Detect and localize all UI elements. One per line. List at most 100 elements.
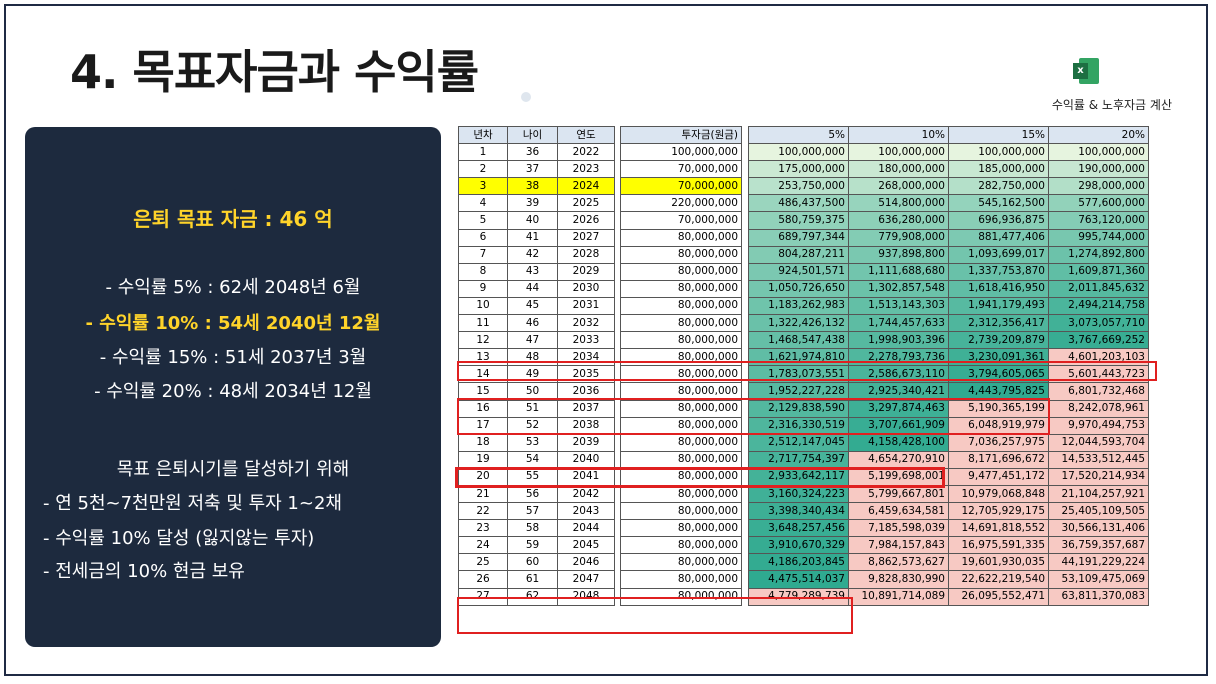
table-cell: 80,000,000 bbox=[620, 245, 742, 264]
table-cell: 2,717,754,397 bbox=[748, 450, 849, 469]
table-cell: 3 bbox=[458, 177, 508, 196]
table-cell: 2040 bbox=[557, 450, 615, 469]
table-cell: 1,050,726,650 bbox=[748, 279, 849, 298]
table-cell: 17 bbox=[458, 416, 508, 435]
table-cell: 10 bbox=[458, 296, 508, 316]
table-cell: 11 bbox=[458, 314, 508, 333]
table-cell: 190,000,000 bbox=[1048, 160, 1149, 179]
table-cell: 22 bbox=[458, 502, 508, 521]
table-cell: 580,759,375 bbox=[748, 211, 849, 230]
table-cell: 47 bbox=[507, 331, 558, 350]
rate-line-5: - 수익률 5% : 62세 2048년 6월 bbox=[105, 277, 361, 298]
plan-item-3: - 전세금의 10% 현금 보유 bbox=[43, 561, 245, 582]
table-cell: 14,533,512,445 bbox=[1048, 450, 1149, 469]
table-cell: 8 bbox=[458, 262, 508, 281]
excel-icon[interactable]: x bbox=[1073, 58, 1099, 84]
table-cell: 12,044,593,704 bbox=[1048, 433, 1149, 452]
table-cell: 3,794,605,065 bbox=[948, 365, 1049, 384]
table-cell: 2030 bbox=[557, 279, 615, 298]
retirement-goal: 은퇴 목표 자금 : 46 억 bbox=[133, 207, 333, 231]
table-cell: 58 bbox=[507, 519, 558, 538]
column-header: 5% bbox=[748, 125, 849, 145]
table-cell: 6,801,732,468 bbox=[1048, 382, 1149, 401]
table-cell: 696,936,875 bbox=[948, 211, 1049, 230]
table-cell: 3,398,340,434 bbox=[748, 502, 849, 521]
table-cell: 2,739,209,879 bbox=[948, 331, 1049, 350]
table-cell: 61 bbox=[507, 570, 558, 589]
table-cell: 100,000,000 bbox=[948, 143, 1049, 162]
table-cell: 70,000,000 bbox=[620, 160, 742, 179]
table-cell: 22,622,219,540 bbox=[948, 570, 1049, 589]
column-header: 연도 bbox=[557, 125, 615, 145]
table-cell: 779,908,000 bbox=[848, 228, 949, 247]
table-cell: 2,586,673,110 bbox=[848, 365, 949, 384]
table-cell: 26,095,552,471 bbox=[948, 587, 1049, 606]
excel-link-label[interactable]: 수익률 & 노후자금 계산 bbox=[1051, 98, 1172, 112]
table-cell: 80,000,000 bbox=[620, 331, 742, 350]
table-cell: 80,000,000 bbox=[620, 399, 742, 418]
table-cell: 8,242,078,961 bbox=[1048, 399, 1149, 418]
table-cell: 2046 bbox=[557, 553, 615, 572]
table-cell: 17,520,214,934 bbox=[1048, 467, 1149, 486]
table-cell: 80,000,000 bbox=[620, 484, 742, 504]
table-cell: 12,705,929,175 bbox=[948, 502, 1049, 521]
table-cell: 41 bbox=[507, 228, 558, 247]
table-cell: 100,000,000 bbox=[848, 143, 949, 162]
column-header: 15% bbox=[948, 125, 1049, 145]
table-cell: 16 bbox=[458, 399, 508, 418]
table-cell: 25 bbox=[458, 553, 508, 572]
table-cell: 2 bbox=[458, 160, 508, 179]
table-cell: 100,000,000 bbox=[1048, 143, 1149, 162]
table-cell: 63,811,370,083 bbox=[1048, 587, 1149, 606]
table-cell: 5,601,443,723 bbox=[1048, 365, 1149, 384]
table-cell: 6,048,919,979 bbox=[948, 416, 1049, 435]
table-cell: 4,186,203,845 bbox=[748, 553, 849, 572]
table-cell: 9,477,451,172 bbox=[948, 467, 1049, 486]
table-cell: 80,000,000 bbox=[620, 519, 742, 538]
table-cell: 10,979,068,848 bbox=[948, 484, 1049, 504]
table-cell: 2,129,838,590 bbox=[748, 399, 849, 418]
table-cell: 2,933,642,117 bbox=[748, 467, 849, 486]
plan-item-2: - 수익률 10% 달성 (잃지않는 투자) bbox=[43, 528, 315, 549]
table-cell: 2044 bbox=[557, 519, 615, 538]
table-cell: 2045 bbox=[557, 536, 615, 555]
table-cell: 180,000,000 bbox=[848, 160, 949, 179]
table-cell: 2024 bbox=[557, 177, 615, 196]
table-cell: 2,925,340,421 bbox=[848, 382, 949, 401]
table-cell: 3,160,324,223 bbox=[748, 484, 849, 504]
table-cell: 1,783,073,551 bbox=[748, 365, 849, 384]
rate-line-20: - 수익률 20% : 48세 2034년 12월 bbox=[94, 381, 372, 402]
table-cell: 5,190,365,199 bbox=[948, 399, 1049, 418]
table-cell: 2037 bbox=[557, 399, 615, 418]
table-cell: 2023 bbox=[557, 160, 615, 179]
column-header: 투자금(원금) bbox=[620, 125, 742, 145]
table-cell: 6,459,634,581 bbox=[848, 502, 949, 521]
table-cell: 5,199,698,001 bbox=[848, 467, 949, 486]
table-cell: 1,302,857,548 bbox=[848, 279, 949, 298]
table-cell: 1,513,143,303 bbox=[848, 296, 949, 316]
table-cell: 1,468,547,438 bbox=[748, 331, 849, 350]
table-cell: 45 bbox=[507, 296, 558, 316]
table-cell: 268,000,000 bbox=[848, 177, 949, 196]
table-cell: 49 bbox=[507, 365, 558, 384]
table-cell: 881,477,406 bbox=[948, 228, 1049, 247]
table-cell: 1,998,903,396 bbox=[848, 331, 949, 350]
table-cell: 43 bbox=[507, 262, 558, 281]
table-cell: 12 bbox=[458, 331, 508, 350]
table-cell: 2038 bbox=[557, 416, 615, 435]
table-cell: 1,941,179,493 bbox=[948, 296, 1049, 316]
table-cell: 282,750,000 bbox=[948, 177, 1049, 196]
table-principal: 투자금(원금) 100,000,000 70,000,000 70,000,000 22… bbox=[620, 125, 742, 606]
table-cell: 80,000,000 bbox=[620, 262, 742, 281]
plan-item-1: - 연 5천~7천만원 저축 및 투자 1~2채 bbox=[43, 493, 342, 514]
table-cell: 54 bbox=[507, 450, 558, 469]
column-header: 10% bbox=[848, 125, 949, 145]
table-cell: 26 bbox=[458, 570, 508, 589]
table-cell: 298,000,000 bbox=[1048, 177, 1149, 196]
table-year-age: 년차 나이 연도 1 36 2022 2 37 2023 3 38 2024 4 39 2025 5 40 202… bbox=[458, 125, 615, 606]
table-cell: 924,501,571 bbox=[748, 262, 849, 281]
table-cell: 2,312,356,417 bbox=[948, 314, 1049, 333]
table-cell: 514,800,000 bbox=[848, 194, 949, 213]
rate-line-10: - 수익률 10% : 54세 2040년 12월 bbox=[85, 313, 381, 334]
table-cell: 2042 bbox=[557, 484, 615, 504]
